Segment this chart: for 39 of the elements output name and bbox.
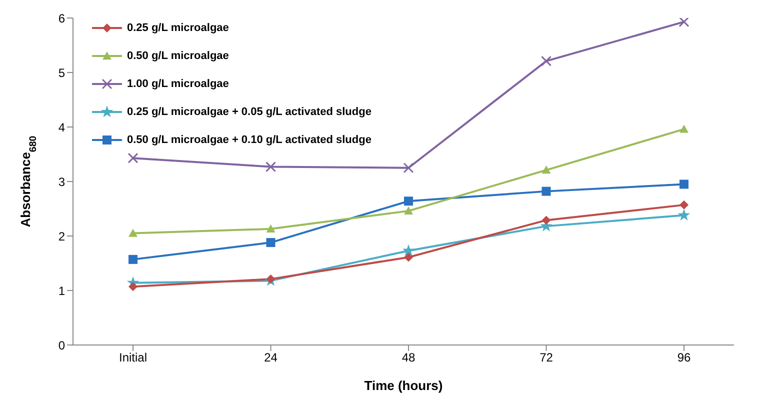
point xyxy=(128,152,138,164)
point xyxy=(680,200,688,210)
point xyxy=(404,252,413,262)
point xyxy=(402,244,414,256)
point xyxy=(541,56,552,66)
point xyxy=(404,206,413,215)
x-tick-label: 24 xyxy=(264,350,278,365)
y-tick-label: 1 xyxy=(58,284,66,298)
point xyxy=(266,162,276,172)
point xyxy=(542,166,551,174)
x-tick-label: 72 xyxy=(540,350,554,365)
x-tick-label: 48 xyxy=(402,350,416,365)
y-tick-label: 3 xyxy=(58,174,66,189)
point xyxy=(542,216,551,225)
legend-label: 0.25 g/L microalgae + 0.05 g/L activated sludge xyxy=(127,106,372,118)
point xyxy=(404,196,413,206)
y-tick-label: 0 xyxy=(58,338,66,352)
y-tick-label: 4 xyxy=(58,120,66,134)
point xyxy=(128,282,138,292)
legend-label: 1.00 g/L microalgae xyxy=(127,78,229,90)
legend-label: 0.50 g/L microalgae xyxy=(127,50,229,62)
legend-label: 0.50 g/L microalgae + 0.10 g/L activated sludge xyxy=(127,134,372,146)
point xyxy=(542,186,551,196)
y-tick-label: 5 xyxy=(58,66,66,80)
x-axis-title: Time (hours) xyxy=(364,378,443,393)
point xyxy=(403,162,414,174)
y-tick-label: 2 xyxy=(58,229,66,244)
point xyxy=(128,228,138,237)
point xyxy=(680,124,688,133)
point xyxy=(266,238,276,248)
y-tick-label: 6 xyxy=(58,11,66,26)
x-tick-label: 96 xyxy=(677,350,691,365)
point xyxy=(680,180,688,189)
point xyxy=(678,18,690,28)
legend-label: 0.25 g/L microalgae xyxy=(127,22,229,34)
point xyxy=(128,254,138,264)
x-tick-label: Initial xyxy=(118,350,148,365)
point xyxy=(678,209,690,220)
point xyxy=(266,224,276,233)
